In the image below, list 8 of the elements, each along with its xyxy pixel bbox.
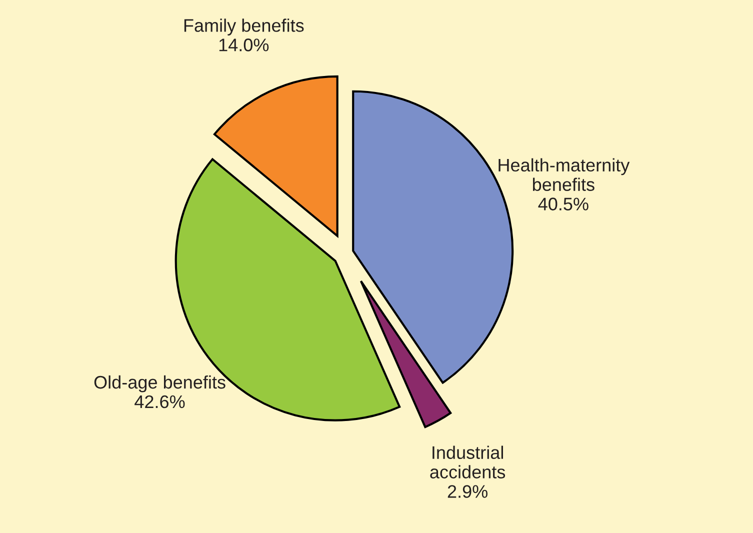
data-label: 14.0% (219, 38, 269, 52)
data-label: 40.5% (538, 198, 588, 210)
slice-label: Health-maternity benefits (498, 158, 630, 191)
slice-label: Old-age benefits (94, 375, 226, 392)
data-label: 42.6% (134, 395, 185, 408)
slice-label: Family benefits (184, 18, 304, 36)
data-label: 2.9% (448, 485, 488, 498)
slice-label: Industrial accidents (430, 446, 506, 478)
